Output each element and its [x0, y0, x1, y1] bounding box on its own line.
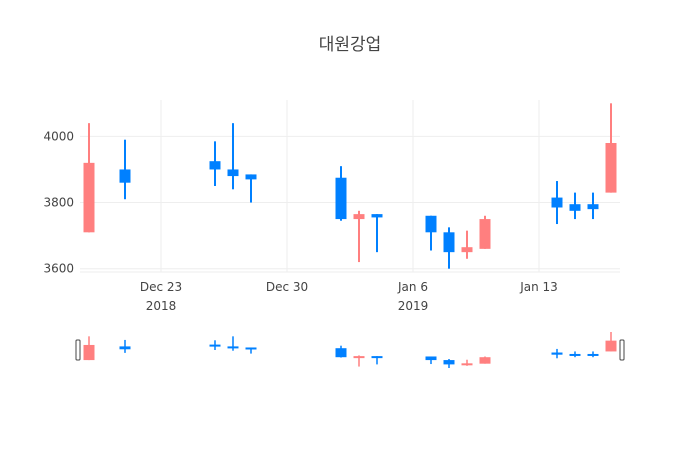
- y-tick-label: 4000: [43, 129, 74, 143]
- slider-candle: [569, 351, 581, 358]
- x-tick-year: 2019: [398, 299, 429, 313]
- candle-body: [605, 143, 617, 193]
- slider-candle: [227, 336, 239, 351]
- candle-decreasing[interactable]: [587, 192, 599, 220]
- slider-candle: [551, 348, 563, 359]
- candle-body: [587, 204, 599, 210]
- y-axis: 3600 3800 4000: [43, 129, 74, 275]
- slider-candle: [353, 355, 365, 367]
- candle-body: [569, 204, 581, 211]
- candle-decreasing[interactable]: [209, 141, 221, 186]
- candle-body: [425, 215, 437, 233]
- slider-candle: [461, 359, 473, 366]
- candle-body: [245, 174, 257, 180]
- slider-candle: [371, 356, 383, 365]
- range-slider-right-handle[interactable]: [619, 339, 625, 361]
- slider-candle-body: [479, 357, 491, 364]
- slider-candle-body: [443, 360, 455, 365]
- slider-candle-body: [551, 352, 563, 355]
- x-axis: Dec 23 2018 Dec 30 Jan 6 2019 Jan 13: [140, 280, 558, 313]
- slider-candle: [209, 340, 221, 350]
- slider-candle-body: [227, 346, 239, 349]
- candle-decreasing[interactable]: [227, 123, 239, 190]
- slider-candle-body: [83, 344, 95, 361]
- x-tick-label: Jan 13: [519, 280, 558, 294]
- slider-candle: [119, 339, 131, 353]
- candle-increasing[interactable]: [83, 123, 95, 233]
- candle-increasing[interactable]: [353, 210, 365, 263]
- candle-body: [119, 169, 131, 183]
- candle-increasing[interactable]: [605, 103, 617, 193]
- slider-candle-body: [371, 356, 383, 359]
- grid-layer: [80, 100, 620, 273]
- candle-body: [461, 247, 473, 253]
- candle-decreasing[interactable]: [119, 139, 131, 200]
- x-tick-label: Jan 6: [397, 280, 428, 294]
- slider-candle: [83, 336, 95, 361]
- candle-decreasing[interactable]: [569, 192, 581, 220]
- slider-candle-body: [605, 340, 617, 352]
- slider-candle: [587, 351, 599, 358]
- candle-body: [443, 232, 455, 253]
- x-tick-year: 2018: [146, 299, 177, 313]
- candle-decreasing[interactable]: [551, 181, 563, 225]
- candle-body: [83, 162, 95, 233]
- y-tick-label: 3800: [43, 196, 74, 210]
- slider-candle-body: [209, 344, 221, 347]
- slider-candle-body: [335, 348, 347, 358]
- slider-candle: [605, 332, 617, 352]
- candle-body: [479, 219, 491, 249]
- candle-decreasing[interactable]: [425, 215, 437, 251]
- x-tick-label: Dec 23: [140, 280, 182, 294]
- candle-body: [353, 214, 365, 220]
- slider-candle-body: [425, 356, 437, 361]
- candle-decreasing[interactable]: [443, 227, 455, 269]
- slider-candle-body: [245, 347, 257, 350]
- candle-body: [335, 177, 347, 220]
- slider-candle: [425, 356, 437, 365]
- slider-candle: [245, 347, 257, 354]
- range-slider[interactable]: [75, 332, 625, 368]
- slider-candle: [479, 356, 491, 364]
- slider-candle-body: [119, 346, 131, 350]
- x-tick-label: Dec 30: [266, 280, 308, 294]
- slider-candle: [335, 345, 347, 358]
- candle-body: [227, 169, 239, 177]
- candle-decreasing[interactable]: [335, 166, 347, 221]
- candles: [83, 103, 617, 269]
- candle-decreasing[interactable]: [371, 214, 383, 253]
- candle-increasing[interactable]: [479, 215, 491, 249]
- range-slider-left-handle[interactable]: [75, 339, 81, 361]
- slider-candle-body: [353, 356, 365, 359]
- candle-body: [371, 214, 383, 218]
- slider-candle-body: [461, 363, 473, 366]
- candle-body: [209, 161, 221, 170]
- candle-increasing[interactable]: [461, 230, 473, 259]
- y-tick-label: 3600: [43, 262, 74, 276]
- slider-candle: [443, 359, 455, 368]
- slider-candle-body: [587, 353, 599, 356]
- chart-title: 대원강업: [319, 35, 382, 55]
- candle-body: [551, 197, 563, 208]
- candle-decreasing[interactable]: [245, 174, 257, 203]
- slider-candle-body: [569, 353, 581, 356]
